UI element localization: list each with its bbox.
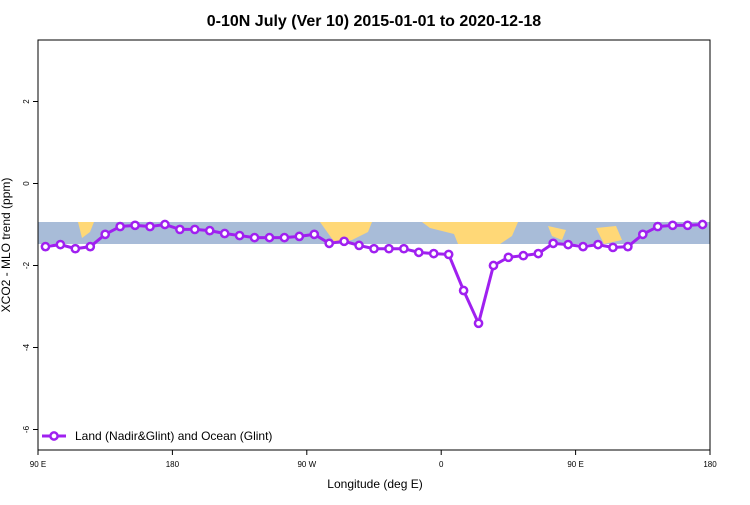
point — [413, 247, 424, 258]
point — [623, 241, 633, 252]
point — [548, 238, 559, 249]
plot-frame — [37, 39, 711, 451]
x-axis-label: Longitude (deg E) — [327, 477, 422, 491]
point — [369, 243, 379, 254]
point — [145, 221, 155, 232]
legend-marker — [49, 431, 59, 441]
point — [518, 250, 529, 261]
point — [309, 229, 320, 240]
point — [443, 249, 454, 260]
point — [339, 236, 349, 247]
point — [578, 241, 588, 252]
point — [563, 239, 573, 250]
point — [682, 220, 693, 231]
point — [637, 229, 648, 240]
y-tick-label: -2 — [22, 261, 31, 269]
point — [697, 219, 708, 230]
y-axis-label: XCO2 - MLO trend (ppm) — [0, 178, 13, 313]
point — [130, 220, 140, 231]
point — [55, 239, 66, 250]
x-tick-label: 90 E — [567, 460, 583, 469]
point — [249, 232, 260, 243]
y-tick-label: -4 — [22, 343, 31, 351]
point — [608, 242, 618, 253]
point — [667, 220, 678, 231]
point — [234, 230, 245, 241]
y-tick-label: 0 — [22, 181, 31, 186]
x-tick-label: 0 — [439, 460, 444, 469]
point — [324, 238, 335, 249]
point — [384, 243, 394, 254]
point — [354, 240, 364, 251]
point — [40, 241, 51, 252]
y-tick-label: -6 — [22, 425, 31, 433]
point — [503, 252, 514, 263]
point — [652, 221, 663, 232]
point — [160, 219, 170, 230]
point — [264, 232, 275, 243]
point — [189, 224, 200, 235]
point — [428, 248, 439, 259]
point — [219, 228, 230, 239]
x-tick-label: 90 E — [30, 460, 46, 469]
point — [175, 224, 185, 235]
point — [399, 243, 409, 254]
point — [294, 231, 305, 242]
point — [279, 232, 290, 243]
map-band — [38, 222, 710, 244]
point — [488, 260, 499, 271]
point — [593, 239, 603, 250]
point — [458, 285, 469, 296]
point — [85, 241, 96, 252]
legend-label: Land (Nadir&Glint) and Ocean (Glint) — [75, 429, 272, 443]
point — [204, 225, 215, 236]
x-tick-label: 180 — [166, 460, 180, 469]
x-tick-label: 180 — [703, 460, 717, 469]
x-tick-label: 90 W — [297, 460, 316, 469]
point — [115, 221, 125, 232]
chart-title: 0-10N July (Ver 10) 2015-01-01 to 2020-1… — [207, 13, 542, 30]
point — [533, 248, 544, 259]
point — [70, 243, 81, 254]
point — [100, 229, 111, 240]
y-tick-label: 2 — [22, 99, 31, 104]
point — [473, 318, 484, 329]
